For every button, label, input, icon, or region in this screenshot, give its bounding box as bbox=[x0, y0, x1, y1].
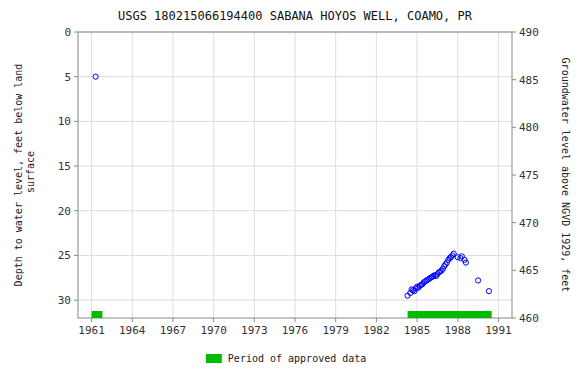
y-grid-line bbox=[78, 166, 512, 167]
x-tick bbox=[376, 318, 377, 322]
y-axis-label-line: Depth to water level, feet below land bbox=[13, 64, 24, 287]
x-tick-label: 1979 bbox=[322, 324, 349, 337]
x-grid-line bbox=[172, 32, 173, 318]
axes: 1961 1964 1967 1970 1973 1976 1979 1982 1985 1988… bbox=[58, 26, 539, 337]
approved-period-bar bbox=[92, 311, 103, 318]
scatter-point bbox=[93, 74, 98, 79]
x-tick bbox=[295, 318, 296, 322]
x-tick bbox=[172, 318, 173, 322]
x-grid-line bbox=[91, 32, 92, 318]
y2-tick bbox=[512, 32, 516, 33]
legend-swatch bbox=[206, 354, 222, 363]
y-grid-line bbox=[78, 76, 512, 77]
y-grid-line bbox=[78, 255, 512, 256]
x-tick-label: 1964 bbox=[119, 324, 146, 337]
x-tick-label: 1988 bbox=[445, 324, 472, 337]
x-tick-label: 1985 bbox=[404, 324, 431, 337]
y-grid-line bbox=[78, 210, 512, 211]
y-tick bbox=[74, 210, 78, 211]
x-tick-label: 1961 bbox=[78, 324, 105, 337]
x-tick bbox=[254, 318, 255, 322]
grid bbox=[78, 32, 512, 318]
x-grid-line bbox=[376, 32, 377, 318]
y-tick bbox=[74, 255, 78, 256]
y2-tick-label: 490 bbox=[519, 26, 539, 39]
y2-tick bbox=[512, 270, 516, 271]
approved-period-bar bbox=[408, 311, 492, 318]
y-grid-line bbox=[78, 300, 512, 301]
y-tick-label: 30 bbox=[58, 294, 71, 307]
x-tick bbox=[213, 318, 214, 322]
x-grid-line bbox=[213, 32, 214, 318]
y-axis-label: Depth to water level, feet below land su… bbox=[13, 64, 36, 287]
marks bbox=[92, 74, 492, 318]
plot-frame bbox=[78, 32, 512, 318]
y-tick-label: 25 bbox=[58, 249, 71, 262]
x-tick bbox=[457, 318, 458, 322]
x-tick bbox=[417, 318, 418, 322]
y-tick-label: 15 bbox=[58, 160, 71, 173]
y-tick bbox=[74, 76, 78, 77]
y2-tick bbox=[512, 79, 516, 80]
scatter-point bbox=[486, 289, 491, 294]
y-tick-label: 0 bbox=[64, 26, 71, 39]
y-tick bbox=[74, 32, 78, 33]
y-tick-label: 10 bbox=[58, 115, 71, 128]
x-tick bbox=[335, 318, 336, 322]
x-tick bbox=[498, 318, 499, 322]
y2-tick-label: 460 bbox=[519, 312, 539, 325]
y2-axis-label: Groundwater level above NGVD 1929, feet bbox=[560, 58, 571, 293]
x-grid-line bbox=[254, 32, 255, 318]
legend-label: Period of approved data bbox=[228, 353, 366, 364]
y-grid-line bbox=[78, 121, 512, 122]
x-tick-label: 1973 bbox=[241, 324, 268, 337]
y2-tick-label: 475 bbox=[519, 169, 539, 182]
x-grid-line bbox=[132, 32, 133, 318]
y2-tick-label: 470 bbox=[519, 217, 539, 230]
x-tick-label: 1976 bbox=[282, 324, 309, 337]
y-axis-label-line: surface bbox=[25, 151, 36, 199]
y-tick bbox=[74, 300, 78, 301]
x-tick-label: 1970 bbox=[200, 324, 227, 337]
y2-tick bbox=[512, 318, 516, 319]
x-tick bbox=[91, 318, 92, 322]
x-grid-line bbox=[335, 32, 336, 318]
x-tick-label: 1982 bbox=[363, 324, 390, 337]
scatter-point bbox=[463, 260, 468, 265]
y-tick bbox=[74, 166, 78, 167]
y2-tick-label: 480 bbox=[519, 121, 539, 134]
y2-tick bbox=[512, 127, 516, 128]
y2-tick-label: 465 bbox=[519, 264, 539, 277]
y-tick bbox=[74, 121, 78, 122]
x-tick bbox=[132, 318, 133, 322]
y-tick-label: 5 bbox=[64, 71, 71, 84]
y2-tick-label: 485 bbox=[519, 74, 539, 87]
title: USGS 180215066194400 SABANA HOYOS WELL, … bbox=[118, 9, 473, 23]
x-grid-line bbox=[457, 32, 458, 318]
x-grid-line bbox=[498, 32, 499, 318]
y2-tick bbox=[512, 175, 516, 176]
legend: Period of approved data bbox=[206, 353, 366, 364]
y2-tick bbox=[512, 222, 516, 223]
y-tick-label: 20 bbox=[58, 205, 71, 218]
scatter-point bbox=[475, 278, 480, 283]
x-grid-line bbox=[417, 32, 418, 318]
scatter-point bbox=[459, 254, 464, 259]
x-tick-label: 1991 bbox=[485, 324, 512, 337]
chart: 1961 1964 1967 1970 1973 1976 1979 1982 1985 1988… bbox=[0, 0, 576, 384]
x-grid-line bbox=[295, 32, 296, 318]
x-tick-label: 1967 bbox=[160, 324, 187, 337]
